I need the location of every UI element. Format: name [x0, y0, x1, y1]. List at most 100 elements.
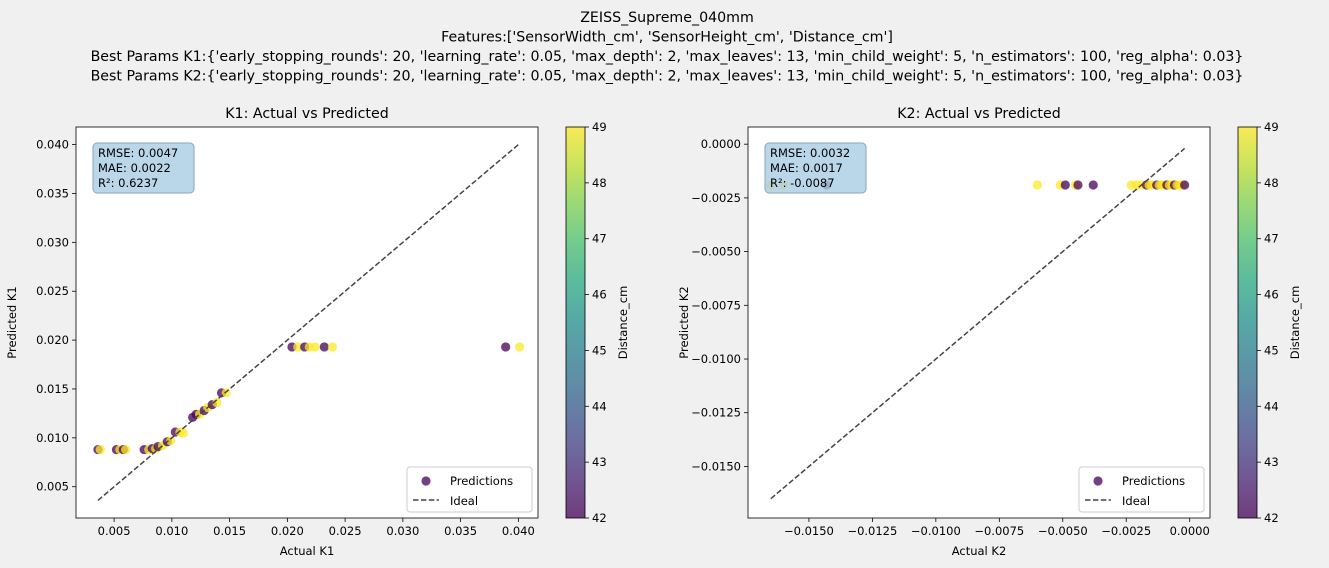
- y-axis-label: Predicted K1: [5, 286, 19, 359]
- figure-title-line: Features:['SensorWidth_cm', 'SensorHeigh…: [441, 30, 893, 46]
- legend-marker-predictions: [421, 476, 431, 486]
- colorbar-tick-label: 47: [592, 232, 607, 246]
- colorbar-gradient: [1237, 126, 1258, 519]
- colorbar-gradient: [565, 126, 586, 519]
- legend: Predictions Ideal: [406, 466, 533, 513]
- x-tick-label: 0.005: [98, 524, 131, 538]
- colorbar-tick-label: 44: [592, 399, 607, 413]
- metric-text: MAE: 0.0022: [98, 161, 171, 175]
- colorbar-tick-label: 46: [592, 288, 607, 302]
- colorbar-tick-label: 43: [592, 455, 607, 469]
- x-tick-label: 0.030: [386, 524, 419, 538]
- plot-frame: [747, 126, 1211, 519]
- x-tick-label: 0.0000: [1170, 524, 1210, 538]
- data-point: [501, 342, 511, 352]
- legend-marker-predictions: [1093, 476, 1103, 486]
- data-point: [514, 342, 525, 352]
- x-tick-label: 0.015: [213, 524, 246, 538]
- colorbar-tick-label: 44: [1264, 399, 1279, 413]
- colorbar-tick-label: 42: [1264, 511, 1279, 525]
- y-tick-label: 0.015: [36, 382, 69, 396]
- x-tick-label: 0.040: [502, 524, 535, 538]
- x-tick-label: −0.0125: [847, 524, 897, 538]
- data-point: [1180, 180, 1190, 190]
- legend-label-predictions: Predictions: [450, 474, 513, 488]
- plot-frame: [75, 126, 539, 519]
- chart-title: K2: Actual vs Predicted: [897, 106, 1060, 122]
- data-point: [212, 398, 222, 408]
- chart-panel-1: 0.005 0.010 0.015 0.020 0.025 0.030 0.035 0.040…: [5, 106, 630, 558]
- y-tick-label: −0.0150: [691, 459, 741, 473]
- scatter-points: [766, 180, 1190, 190]
- colorbar-tick-label: 47: [1264, 232, 1279, 246]
- x-tick-label: −0.0050: [1038, 524, 1088, 538]
- chart-title: K1: Actual vs Predicted: [225, 106, 388, 122]
- data-point: [1032, 180, 1042, 190]
- x-tick-label: 0.035: [444, 524, 477, 538]
- data-point: [1073, 180, 1083, 190]
- ideal-line: [770, 147, 1186, 500]
- y-tick-label: 0.020: [36, 333, 69, 347]
- data-point: [293, 342, 303, 352]
- legend-label-ideal: Ideal: [450, 494, 478, 508]
- colorbar-tick-label: 45: [1264, 343, 1279, 357]
- figure-title-line: ZEISS_Supreme_040mm: [580, 10, 754, 26]
- colorbar-tick-label: 45: [592, 343, 607, 357]
- colorbar-label: Distance_cm: [1288, 286, 1302, 360]
- y-tick-label: −0.0050: [691, 245, 741, 259]
- data-point: [327, 342, 338, 352]
- y-tick-label: 0.0000: [701, 137, 741, 151]
- x-axis-label: Actual K2: [952, 544, 1007, 558]
- y-axis-label: Predicted K2: [677, 286, 691, 359]
- data-point: [178, 428, 189, 438]
- chart-panels: 0.005 0.010 0.015 0.020 0.025 0.030 0.035 0.040…: [5, 106, 1302, 558]
- figure-title-line: Best Params K1:{'early_stopping_rounds':…: [91, 49, 1244, 65]
- data-point: [1088, 180, 1098, 190]
- x-tick-label: 0.025: [329, 524, 362, 538]
- figure-title: ZEISS_Supreme_040mm Features:['SensorWidt…: [91, 10, 1244, 85]
- colorbar-tick-label: 48: [1264, 176, 1279, 190]
- data-point: [95, 444, 105, 455]
- colorbar-tick-label: 49: [592, 120, 607, 134]
- colorbar: 42 43 44 45 46 47 48 49 Distance_cm: [1237, 120, 1302, 525]
- y-tick-label: 0.005: [36, 480, 69, 494]
- legend: Predictions Ideal: [1078, 466, 1205, 513]
- data-point: [166, 436, 176, 446]
- colorbar-label: Distance_cm: [616, 286, 630, 360]
- y-tick-label: −0.0075: [691, 298, 741, 312]
- metric-text: R²: 0.6237: [98, 176, 158, 190]
- x-tick-label: −0.0150: [784, 524, 834, 538]
- x-tick-label: −0.0100: [911, 524, 961, 538]
- x-axis-label: Actual K1: [280, 544, 335, 558]
- x-tick-label: 0.020: [271, 524, 304, 538]
- y-tick-label: 0.030: [36, 235, 69, 249]
- y-tick-label: −0.0100: [691, 352, 741, 366]
- y-tick-label: 0.010: [36, 431, 69, 445]
- data-point: [310, 342, 320, 352]
- data-point: [121, 444, 131, 455]
- x-tick-label: −0.0025: [1101, 524, 1151, 538]
- y-tick-label: −0.0125: [691, 406, 741, 420]
- y-tick-label: 0.035: [36, 186, 69, 200]
- legend-label-predictions: Predictions: [1122, 474, 1185, 488]
- colorbar-tick-label: 46: [1264, 288, 1279, 302]
- metric-text: MAE: 0.0017: [770, 161, 843, 175]
- data-point: [1060, 180, 1070, 190]
- ideal-line: [97, 144, 519, 501]
- colorbar-tick-label: 48: [592, 176, 607, 190]
- x-tick-label: −0.0075: [974, 524, 1024, 538]
- metric-text: R²: -0.0087: [770, 176, 835, 190]
- colorbar-tick-label: 42: [592, 511, 607, 525]
- y-tick-label: 0.040: [36, 138, 69, 152]
- colorbar-tick-label: 43: [1264, 455, 1279, 469]
- figure-title-line: Best Params K2:{'early_stopping_rounds':…: [91, 69, 1244, 85]
- y-tick-label: 0.025: [36, 284, 69, 298]
- metric-text: RMSE: 0.0047: [98, 146, 178, 160]
- chart-panel-2: −0.0150 −0.0125 −0.0100 −0.0075 −0.0050 −0.00…: [677, 106, 1302, 558]
- metrics-box-background: [92, 142, 195, 194]
- colorbar-tick-label: 49: [1264, 120, 1279, 134]
- x-tick-label: 0.010: [155, 524, 188, 538]
